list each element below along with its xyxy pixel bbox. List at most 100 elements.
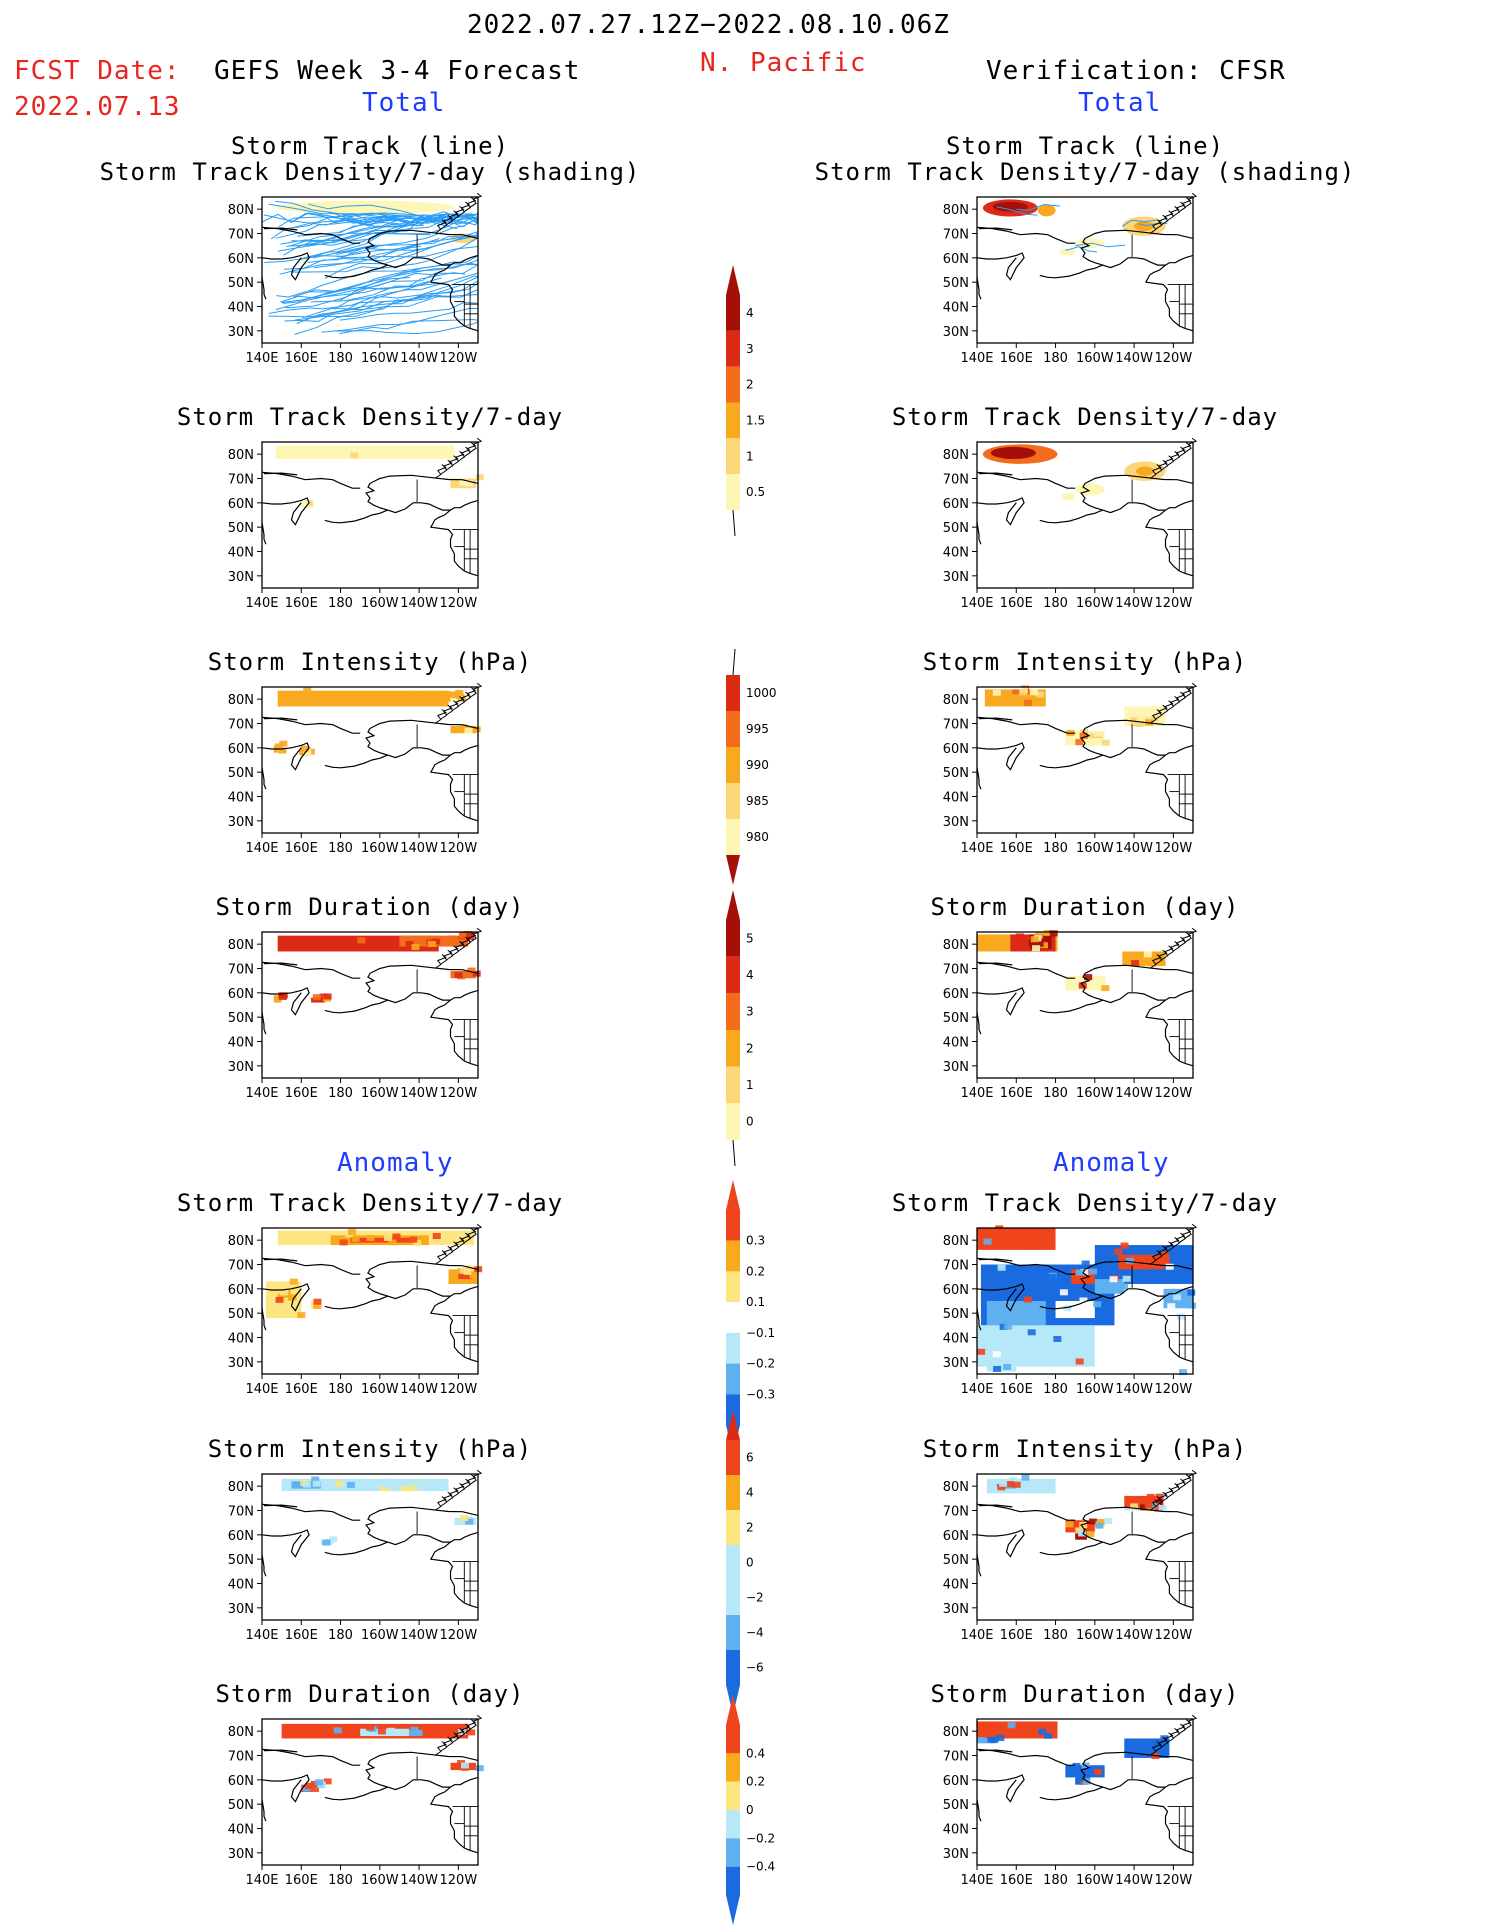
vf-density-lat-label: 70N bbox=[943, 473, 969, 488]
vf-intensity-anom-speckle bbox=[1021, 1474, 1030, 1481]
vf-duration-anom-speckle bbox=[1038, 1728, 1047, 1735]
vf-density-lon-label: 140W bbox=[1115, 596, 1153, 611]
fc-intensity-coastline bbox=[261, 716, 479, 822]
vf-intensity-anom-coast-segment bbox=[976, 1503, 1076, 1521]
fc-intensity-anom-lat-label: 50N bbox=[228, 1553, 254, 1568]
fc-density-lat-label: 40N bbox=[228, 546, 254, 561]
cb-density-swatch bbox=[726, 366, 740, 403]
vf-density-anom-speckle bbox=[1109, 1276, 1118, 1283]
fc-intensity-anom-coast-segment bbox=[324, 1541, 388, 1556]
total-label-left: Total bbox=[362, 88, 446, 118]
fc-intensity-anom-speckle bbox=[335, 1480, 344, 1487]
vf-duration-anom-lat-label: 70N bbox=[943, 1750, 969, 1765]
vf-intensity-speckle bbox=[992, 689, 1001, 696]
vf-duration-speckle bbox=[1084, 974, 1093, 981]
vf-intensity-anom-coastline bbox=[976, 1503, 1194, 1609]
vf-density-frame bbox=[976, 441, 1194, 589]
fc-track-coast-segment bbox=[429, 254, 479, 332]
vf-density-anom-speckle bbox=[1079, 1297, 1088, 1304]
fc-intensity-anom-map: 80N 70N 60N 50N 40N 30N 140E 160E 180 160W 140W 120… bbox=[228, 1469, 483, 1643]
cb-duration-anom-label: −0.2 bbox=[746, 1831, 775, 1845]
cb-intensity-label: 985 bbox=[746, 794, 769, 808]
fc-density-anom-coast-segment bbox=[429, 1285, 479, 1363]
vf-track-coast-segment bbox=[976, 226, 1076, 244]
vf-track-lat-label: 60N bbox=[943, 252, 969, 267]
fc-duration-islands bbox=[434, 927, 483, 969]
fc-intensity-lon-label: 160E bbox=[285, 841, 318, 856]
fc-duration-lon-label: 180 bbox=[328, 1086, 353, 1101]
vf-intensity-speckle bbox=[1137, 717, 1146, 724]
fc-track-coast-segment bbox=[263, 227, 298, 231]
fc-intensity-map: 80N 70N 60N 50N 40N 30N 140E 160E 180 160W 140W 120… bbox=[228, 682, 483, 856]
fc-duration-cell-3 bbox=[273, 995, 282, 1003]
fc-intensity-anom-speckle bbox=[383, 1481, 392, 1488]
cb-density-anom-label: 0.1 bbox=[746, 1295, 765, 1309]
vf-density-anom-island bbox=[1184, 1223, 1198, 1239]
vf-density-anom-coast-segment bbox=[1144, 1285, 1194, 1363]
fc-density-anom-coast-segment bbox=[261, 1257, 361, 1275]
vf-intensity-coast-segment bbox=[976, 767, 982, 790]
vf-density-anom-coast-segment bbox=[976, 1283, 1025, 1312]
fc-density-speckle bbox=[475, 474, 484, 481]
vf-duration-anom-speckle bbox=[1044, 1732, 1053, 1739]
fc-duration-anom-lon-label: 120W bbox=[440, 1873, 478, 1888]
fc-intensity-anom-coast-segment bbox=[261, 1554, 267, 1577]
fc-density-anom-coast-segment bbox=[324, 1295, 388, 1310]
vf-track-subtitle: Storm Track Density/7-day (shading) bbox=[814, 158, 1356, 186]
fc-intensity-anom-lon-label: 140E bbox=[245, 1628, 278, 1643]
fc-duration-speckle bbox=[323, 993, 332, 1000]
vf-intensity-anom-lon-label: 160E bbox=[1000, 1628, 1033, 1643]
cb-duration-anom-swatch bbox=[726, 1838, 740, 1867]
fc-intensity-speckle bbox=[455, 689, 464, 696]
fc-track-track-line bbox=[283, 246, 379, 270]
fc-intensity-title: Storm Intensity (hPa) bbox=[207, 648, 533, 676]
vf-density-lat-label: 30N bbox=[943, 570, 969, 585]
fc-density-anom-speckle bbox=[366, 1235, 375, 1242]
fc-intensity-anom-borders bbox=[416, 1511, 478, 1606]
vf-track-track-line bbox=[996, 206, 1038, 216]
vf-duration-anom-island bbox=[1184, 1714, 1198, 1730]
vf-density-anom-speckle bbox=[1063, 1305, 1072, 1312]
fc-density-anom-field bbox=[265, 1229, 483, 1319]
cb-duration-anom-label: 0 bbox=[746, 1803, 754, 1817]
vf-duration-lat-label: 30N bbox=[943, 1060, 969, 1075]
cb-density-anom-swatch bbox=[726, 1394, 740, 1425]
vf-intensity-speckle bbox=[1157, 710, 1166, 717]
vf-intensity-lon-label: 120W bbox=[1155, 841, 1193, 856]
fc-duration-speckle bbox=[454, 972, 463, 979]
vf-density-anom-speckle bbox=[1059, 1289, 1068, 1296]
fc-intensity-anom-title: Storm Intensity (hPa) bbox=[207, 1435, 533, 1463]
vf-duration-map: 80N 70N 60N 50N 40N 30N 140E 160E 180 160W 140W 120… bbox=[943, 927, 1198, 1101]
vf-intensity-anom-lon-label: 180 bbox=[1043, 1628, 1068, 1643]
vf-duration-anom-lat-label: 30N bbox=[943, 1847, 969, 1862]
cb-density-anom-label: −0.2 bbox=[746, 1357, 775, 1371]
vf-duration-anom-lon-label: 180 bbox=[1043, 1873, 1068, 1888]
fc-intensity-anom-lat-label: 80N bbox=[228, 1480, 254, 1495]
vf-density-anom-speckle bbox=[1120, 1283, 1129, 1290]
vf-intensity-anom-speckle bbox=[1006, 1481, 1015, 1488]
fc-density-anom-speckle bbox=[392, 1233, 401, 1240]
fc-intensity-anom-lat-label: 60N bbox=[228, 1529, 254, 1544]
fc-intensity-anom-lat-label: 40N bbox=[228, 1578, 254, 1593]
cb-duration-label: 1 bbox=[746, 1078, 754, 1092]
fc-density-anom-lon-label: 180 bbox=[328, 1382, 353, 1397]
fc-density-speckle bbox=[301, 500, 310, 507]
fc-duration-lon-label: 160W bbox=[361, 1086, 399, 1101]
cb-density-swatch bbox=[726, 330, 740, 367]
fc-track-track-line bbox=[293, 277, 442, 298]
fc-duration-anom-lon-label: 180 bbox=[328, 1873, 353, 1888]
fc-duration-coastline bbox=[261, 961, 479, 1067]
fc-track-frame bbox=[261, 196, 479, 344]
vf-intensity-lon-label: 160W bbox=[1076, 841, 1114, 856]
fc-track-coast-segment bbox=[261, 277, 267, 300]
fc-duration-coast-segment bbox=[263, 962, 298, 966]
cb-duration-anom-swatch bbox=[726, 1810, 740, 1839]
fc-intensity-anom-lon-label: 180 bbox=[328, 1628, 353, 1643]
vf-density-lat-label: 60N bbox=[943, 497, 969, 512]
fc-intensity-lon-label: 180 bbox=[328, 841, 353, 856]
fc-intensity-anom-coast-segment bbox=[261, 1503, 361, 1521]
vf-duration-anom-speckle bbox=[1093, 1768, 1102, 1775]
fc-density-lat-label: 80N bbox=[228, 448, 254, 463]
vf-intensity-lat-label: 50N bbox=[943, 766, 969, 781]
verification-title: Verification: CFSR bbox=[986, 56, 1286, 86]
